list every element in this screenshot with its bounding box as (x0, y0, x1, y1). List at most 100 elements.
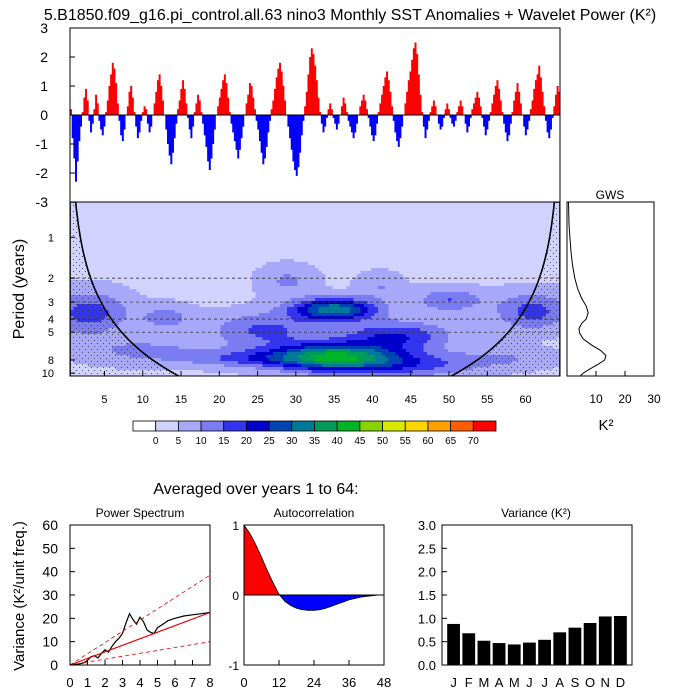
wavelet-cell (112, 220, 116, 224)
wavelet-cell (297, 214, 302, 218)
wavelet-cell (294, 367, 298, 371)
wavelet-cell (266, 262, 270, 266)
wavelet-cell (84, 208, 88, 212)
wavelet-cell (245, 286, 249, 290)
wavelet-cell (192, 244, 197, 248)
wavelet-cell (129, 277, 134, 281)
timeseries-bar (170, 115, 173, 165)
wavelet-cell (189, 232, 193, 236)
wavelet-cell (318, 226, 323, 230)
wavelet-cell (199, 304, 204, 308)
wavelet-cell (171, 256, 176, 260)
wavelet-cell (227, 265, 232, 269)
wavelet-cell (241, 217, 246, 221)
timeseries-bar (207, 115, 210, 162)
wavelet-cell (161, 268, 165, 272)
wavelet-cell (199, 346, 204, 350)
wavelet-cell (224, 343, 228, 347)
wavelet-cell (339, 220, 344, 224)
wavelet-cell (206, 286, 211, 290)
wavelet-cell (311, 283, 316, 287)
wavelet-cell (350, 316, 354, 320)
wavelet-cell (283, 253, 288, 257)
timeseries-bar (466, 115, 469, 133)
wavelet-cell (241, 211, 246, 215)
wavelet-cell (248, 361, 253, 365)
wavelet-cell (318, 205, 323, 209)
wavelet-cell (154, 277, 158, 281)
timeseries-bar (133, 112, 136, 115)
wavelet-cell (112, 277, 116, 281)
wavelet-cell (294, 337, 298, 341)
wavelet-cell (157, 325, 162, 329)
wavelet-cell (315, 373, 319, 376)
wavelet-cell (336, 307, 340, 311)
wavelet-cell (283, 373, 288, 376)
wavelet-cell (189, 250, 193, 254)
wavelet-cell (189, 220, 193, 224)
wavelet-cell (178, 349, 183, 353)
wavelet-cell (238, 220, 242, 224)
wavelet-cell (224, 346, 228, 350)
wavelet-cell (154, 226, 158, 230)
timeseries-bar (93, 109, 96, 115)
wavelet-cell (346, 352, 351, 356)
wavelet-cell (346, 256, 351, 260)
wavelet-cell (301, 265, 305, 269)
timeseries-bar (136, 115, 139, 139)
wavelet-cell (94, 232, 99, 236)
wavelet-cell (297, 253, 302, 257)
wavelet-cell (101, 265, 106, 269)
wavelet-cell (196, 268, 200, 272)
wavelet-cell (234, 322, 239, 326)
wavelet-cell (175, 301, 179, 305)
wavelet-cell (203, 346, 207, 350)
wavelet-cell (283, 352, 288, 356)
wavelet-cell (182, 301, 186, 305)
wavelet-cell (119, 280, 123, 284)
wavelet-cell (304, 352, 309, 356)
wavelet-cell (297, 316, 302, 320)
timeseries-bar (406, 91, 409, 115)
wavelet-cell (234, 208, 239, 212)
wavelet-cell (119, 295, 123, 299)
wavelet-cell (283, 226, 288, 230)
wavelet-cell (164, 355, 169, 359)
wavelet-cell (161, 256, 165, 260)
wavelet-cell (283, 328, 288, 332)
wavelet-cell (196, 370, 200, 374)
wavelet-cell (126, 268, 130, 272)
wavelet-cell (269, 319, 274, 323)
wavelet-cell (80, 223, 85, 227)
wavelet-cell (168, 319, 172, 323)
wavelet-cell (80, 235, 85, 239)
wavelet-cell (164, 217, 169, 221)
wavelet-cell (143, 256, 148, 260)
wavelet-cell (329, 289, 333, 293)
wavelet-cell (178, 283, 183, 287)
wavelet-cell (318, 298, 323, 302)
wavelet-cell (301, 337, 305, 341)
wavelet-cell (248, 241, 253, 245)
wavelet-cell (325, 352, 330, 356)
timeseries-bar (120, 115, 123, 136)
wavelet-cell (269, 343, 274, 347)
wavelet-cell (182, 310, 186, 314)
wavelet-cell (206, 355, 211, 359)
wavelet-cell (220, 370, 225, 374)
wavelet-cell (301, 316, 305, 320)
wavelet-cell (206, 280, 211, 284)
wavelet-cell (322, 238, 326, 242)
timeseries-bar (394, 115, 397, 133)
wavelet-cell (143, 238, 148, 242)
wavelet-cell (147, 280, 151, 284)
wavelet-cell (259, 274, 263, 278)
wavelet-cell (178, 220, 183, 224)
timeseries-bar (115, 83, 118, 115)
timeseries-bar (108, 86, 111, 115)
wavelet-cell (84, 205, 88, 209)
wavelet-cell (168, 202, 172, 206)
wavelet-cell (101, 253, 106, 257)
wavelet-cell (199, 340, 204, 344)
wavelet-cell (262, 250, 267, 254)
